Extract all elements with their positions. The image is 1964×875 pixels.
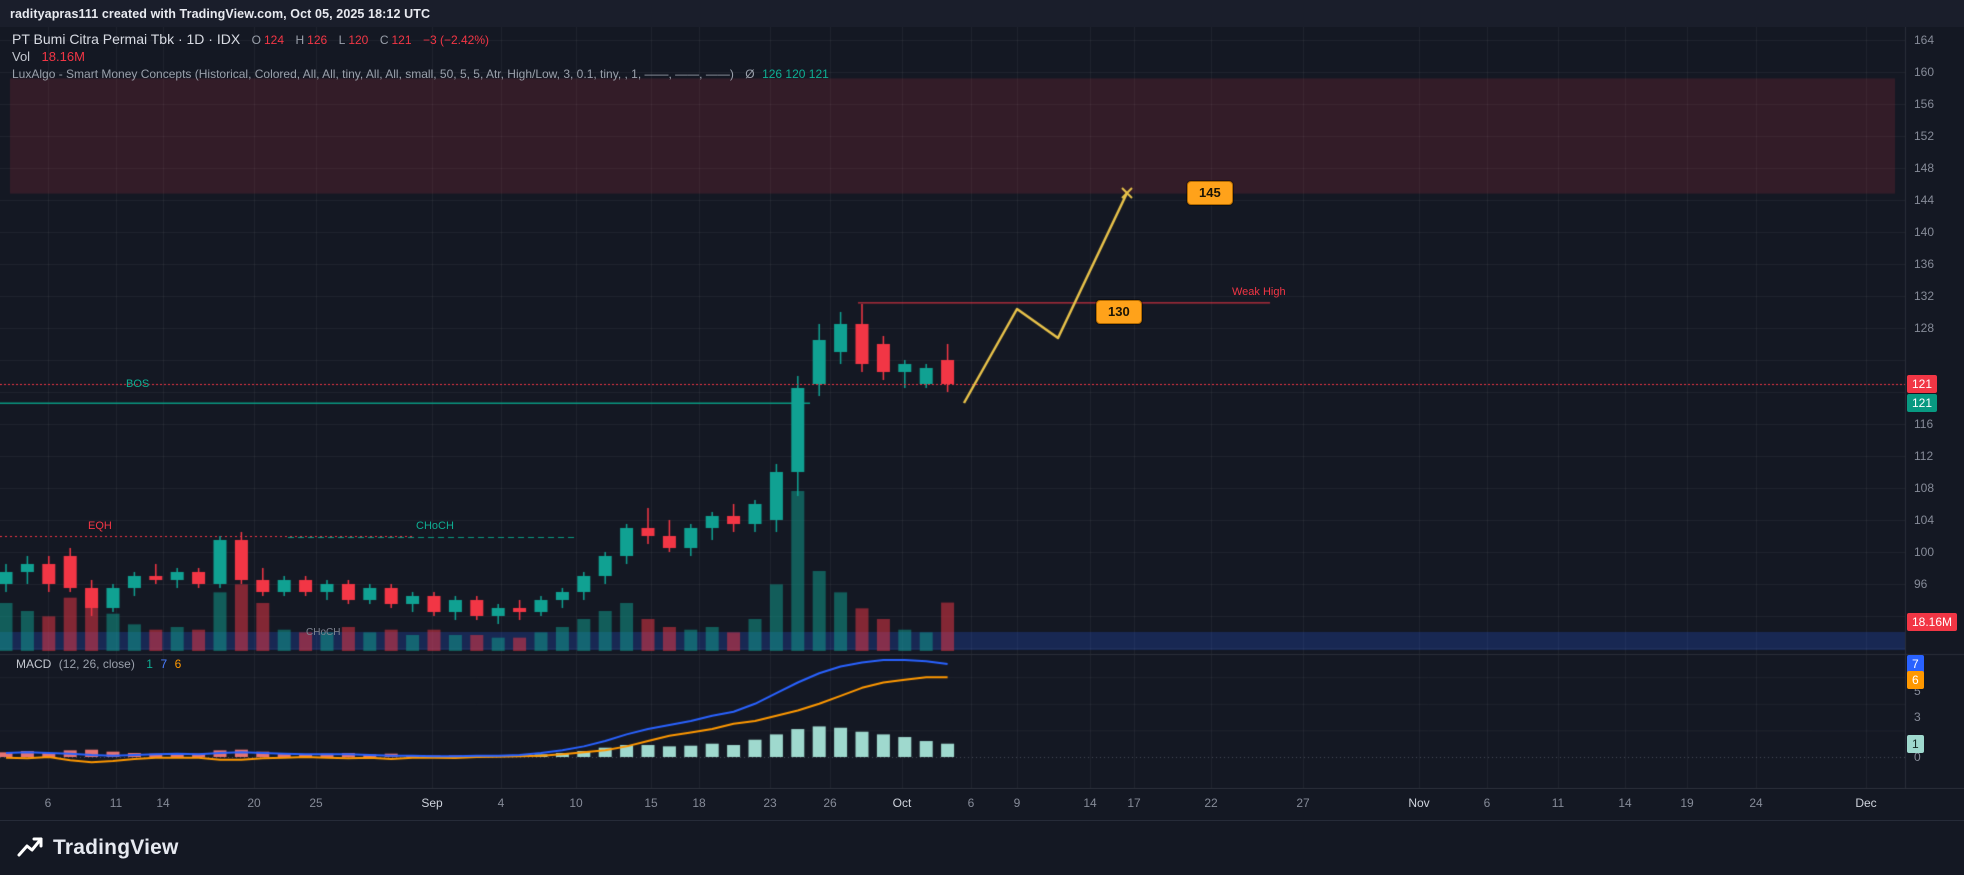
time-axis-label: 6: [44, 796, 52, 810]
macd-axis-label: 3: [1914, 710, 1921, 725]
tradingview-wordmark: TradingView: [53, 836, 179, 859]
macd-title: MACD: [16, 657, 52, 671]
macd-params: (12, 26, close): [58, 657, 135, 671]
time-axis-label: 23: [763, 796, 777, 810]
time-axis-label: 19: [1680, 796, 1694, 810]
price-axis-label: 148: [1914, 161, 1935, 175]
price-axis-label: 100: [1914, 545, 1935, 559]
macd-hist-value: 1: [146, 657, 153, 671]
eqh-annotation: EQH: [88, 520, 112, 532]
smc-price-axis-badge: 121: [1907, 394, 1938, 412]
time-axis-label: 17: [1127, 796, 1141, 810]
price-axis-label: 152: [1914, 129, 1935, 143]
price-axis-label: 112: [1914, 449, 1934, 463]
attribution-bar: radityapras111 created with TradingView.…: [0, 0, 1964, 27]
weak-high-annotation: Weak High: [1232, 286, 1286, 298]
indicator-values-prefix: Ø: [745, 67, 755, 81]
volume-label: Vol: [12, 49, 31, 64]
time-axis-label: Nov: [1408, 796, 1430, 810]
chart-canvas[interactable]: [0, 0, 1964, 789]
time-axis-label: Oct: [892, 796, 912, 810]
time-axis-label: 24: [1749, 796, 1763, 810]
price-axis-label: 116: [1914, 417, 1934, 431]
time-axis-label: 15: [644, 796, 658, 810]
time-axis-label: 6: [967, 796, 975, 810]
time-axis-label: 14: [1618, 796, 1632, 810]
symbol-legend-row[interactable]: PT Bumi Citra Permai Tbk · 1D · IDX O 124…: [12, 31, 829, 48]
macd-axis-label: 5: [1914, 683, 1921, 698]
time-axis-label: 26: [823, 796, 837, 810]
footer: TradingView: [0, 820, 1964, 875]
price-axis-label: 132: [1914, 289, 1935, 303]
time-axis-label: 11: [109, 796, 123, 810]
indicator-values: 126 120 121: [762, 67, 829, 81]
tradingview-logo-icon: [17, 837, 43, 857]
macd-line-value: 7: [160, 657, 168, 671]
price-axis-label: 164: [1914, 33, 1935, 47]
price-axis-label: 144: [1914, 193, 1935, 207]
time-axis-label: 25: [309, 796, 323, 810]
price-axis-label: 156: [1914, 97, 1935, 111]
time-axis-label: 27: [1296, 796, 1310, 810]
time-axis-label: 6: [1483, 796, 1491, 810]
attribution-text: radityapras111 created with TradingView.…: [10, 6, 431, 21]
ohlc-low-label: L: [338, 33, 346, 47]
target-price-145-badge[interactable]: 145: [1187, 181, 1233, 205]
time-axis-label: Dec: [1855, 796, 1877, 810]
choch-secondary-annotation: CHoCH: [306, 627, 341, 638]
choch-annotation: CHoCH: [416, 520, 454, 532]
volume-legend-row[interactable]: Vol 18.16M: [12, 48, 829, 65]
time-axis-label: 20: [247, 796, 261, 810]
time-axis[interactable]: 6 11 14 20 25 Sep 4 10 15 18 23 26 Oct 6 9 14 17 22 27 Nov 6…: [0, 789, 1964, 820]
tradingview-logo[interactable]: TradingView: [16, 834, 179, 862]
macd-signal-value: 6: [174, 657, 182, 671]
ohlc-change-value: −3 (−2.42%): [422, 33, 490, 47]
price-axis[interactable]: 164 160 156 152 148 144 140 136 132 128 116 112 108 1…: [1905, 27, 1964, 789]
macd-legend-row[interactable]: MACD (12, 26, close) 1 7 6: [16, 656, 181, 672]
time-axis-label: 14: [1083, 796, 1097, 810]
signal-axis-badge: 6: [1907, 671, 1924, 689]
time-axis-label: 11: [1551, 796, 1565, 810]
volume-value: 18.16M: [41, 49, 85, 64]
price-axis-label: 104: [1914, 513, 1935, 527]
ohlc-low-value: 120: [348, 33, 369, 47]
hist-axis-badge: 1: [1907, 735, 1924, 753]
macd-axis-label: 0: [1914, 750, 1921, 764]
volume-axis-badge: 18.16M: [1907, 613, 1958, 631]
time-axis-label: 14: [156, 796, 170, 810]
time-axis-label: 18: [692, 796, 706, 810]
price-axis-label: 160: [1914, 65, 1935, 79]
ohlc-open-label: O: [251, 33, 261, 47]
time-axis-label: 9: [1013, 796, 1021, 810]
time-axis-label: Sep: [421, 796, 443, 810]
chart-legend: PT Bumi Citra Permai Tbk · 1D · IDX O 124…: [12, 31, 829, 82]
time-axis-label: 10: [569, 796, 583, 810]
ohlc-open-value: 124: [264, 33, 285, 47]
time-axis-label: 22: [1204, 796, 1218, 810]
symbol-title: PT Bumi Citra Permai Tbk · 1D · IDX: [12, 31, 241, 47]
price-axis-label: 140: [1914, 225, 1935, 239]
ohlc-high-value: 126: [307, 33, 328, 47]
ohlc-high-label: H: [295, 33, 305, 47]
ohlc-close-value: 121: [391, 33, 412, 47]
indicator-title: LuxAlgo - Smart Money Concepts (Historic…: [12, 67, 734, 81]
target-price-130-badge[interactable]: 130: [1096, 300, 1142, 324]
price-axis-label: 128: [1914, 321, 1935, 335]
last-price-axis-badge: 121: [1907, 375, 1938, 393]
macd-axis-badge: 7: [1907, 655, 1924, 673]
price-axis-label: 96: [1914, 577, 1928, 591]
indicator-legend-row[interactable]: LuxAlgo - Smart Money Concepts (Historic…: [12, 65, 829, 82]
price-axis-label: 108: [1914, 481, 1935, 495]
time-axis-label: 4: [497, 796, 505, 810]
price-axis-label: 136: [1914, 257, 1935, 271]
bos-annotation: BOS: [126, 378, 150, 390]
ohlc-close-label: C: [379, 33, 389, 47]
